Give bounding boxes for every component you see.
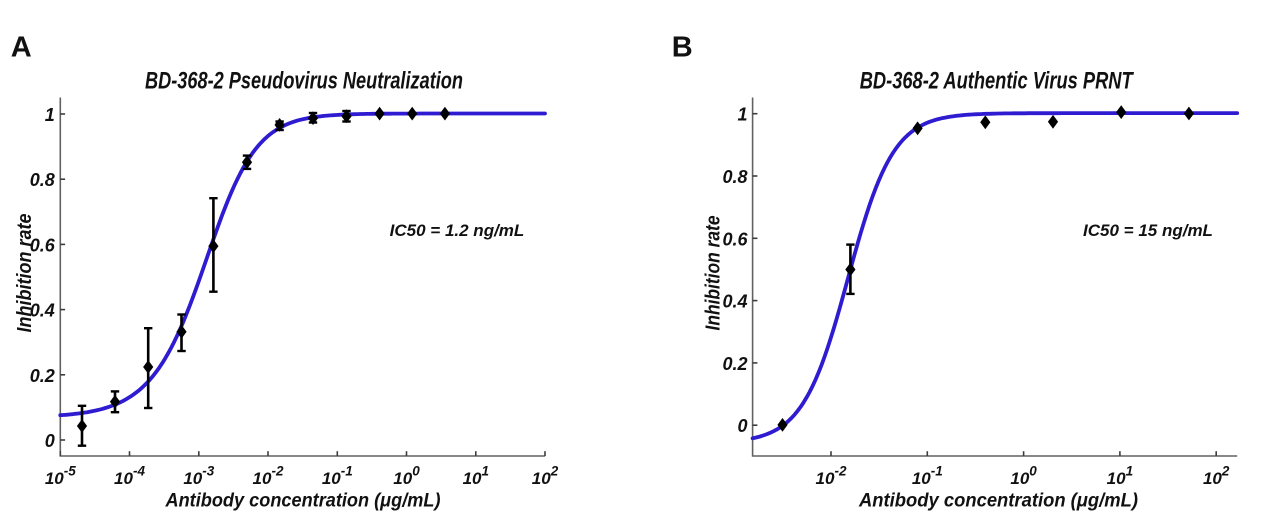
svg-text:1: 1 (45, 105, 55, 125)
svg-text:0.6: 0.6 (722, 229, 748, 249)
svg-text:0.6: 0.6 (30, 235, 56, 255)
svg-text:BD-368-2 Authentic Virus PRNT: BD-368-2 Authentic Virus PRNT (860, 68, 1135, 95)
svg-text:Antibody concentration (μg/mL): Antibody concentration (μg/mL) (165, 490, 441, 512)
svg-text:B: B (672, 31, 693, 63)
svg-text:Antibody concentration (μg/mL): Antibody concentration (μg/mL) (858, 490, 1138, 512)
svg-text:0.8: 0.8 (722, 167, 747, 187)
svg-text:1: 1 (737, 105, 747, 125)
svg-text:0.2: 0.2 (30, 366, 55, 386)
svg-text:0.4: 0.4 (722, 292, 747, 312)
svg-text:BD-368-2 Pseudovirus Neutraliz: BD-368-2 Pseudovirus Neutralization (145, 68, 463, 95)
svg-text:IC50 = 15 ng/mL: IC50 = 15 ng/mL (1083, 221, 1213, 240)
svg-text:Inhibition rate: Inhibition rate (14, 214, 36, 333)
svg-text:Inhibition rate: Inhibition rate (703, 216, 725, 331)
svg-text:IC50 = 1.2 ng/mL: IC50 = 1.2 ng/mL (390, 221, 525, 240)
svg-text:A: A (11, 31, 32, 63)
svg-text:0: 0 (45, 431, 55, 451)
svg-text:0.2: 0.2 (722, 354, 747, 374)
svg-text:0.8: 0.8 (30, 170, 55, 190)
svg-text:0.4: 0.4 (30, 301, 55, 321)
svg-text:0: 0 (737, 416, 747, 436)
